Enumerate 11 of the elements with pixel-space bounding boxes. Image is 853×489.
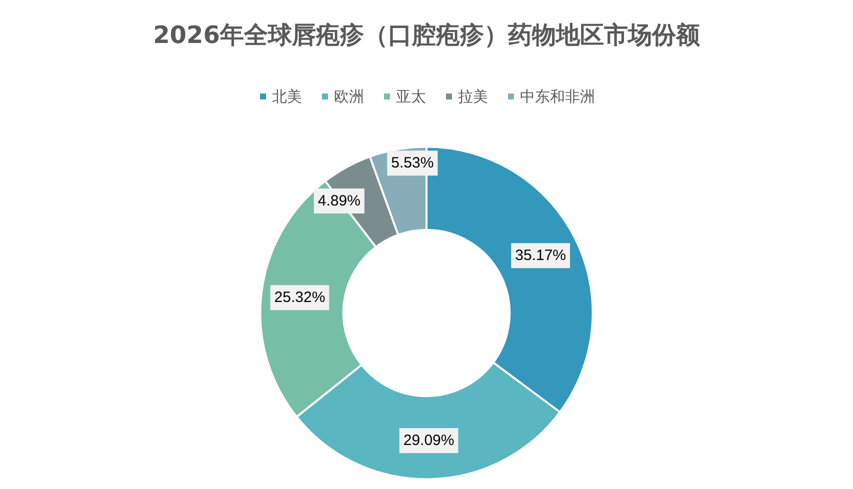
chart-title: 2026年全球唇疱疹（口腔疱疹）药物地区市场份额 bbox=[153, 21, 701, 49]
data-label: 4.89% bbox=[318, 192, 360, 210]
data-label: 5.53% bbox=[391, 154, 434, 172]
legend-label: 拉美 bbox=[458, 88, 488, 106]
legend-label: 中东和非洲 bbox=[520, 88, 595, 106]
legend-label: 北美 bbox=[272, 88, 302, 106]
legend-label: 欧洲 bbox=[334, 88, 364, 106]
legend-label: 亚太 bbox=[396, 88, 426, 106]
data-label: 25.32% bbox=[274, 289, 326, 306]
data-label: 35.17% bbox=[515, 247, 566, 264]
data-label: 29.09% bbox=[403, 432, 454, 450]
